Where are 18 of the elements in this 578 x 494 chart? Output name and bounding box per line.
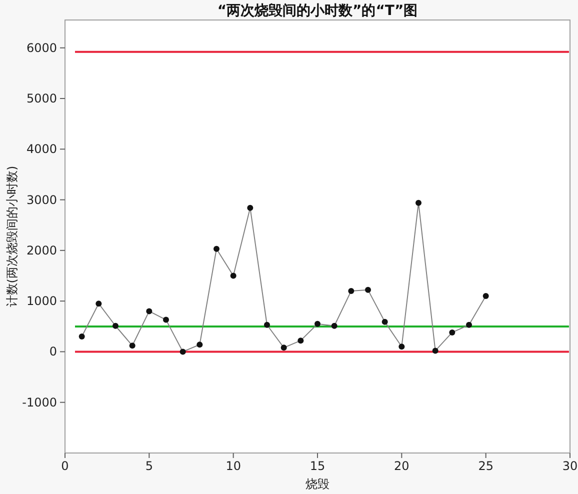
y-tick-label: 3000: [26, 192, 57, 207]
x-tick-label: 30: [562, 459, 578, 473]
x-tick-label: 25: [478, 459, 494, 473]
x-tick-label: 5: [145, 459, 153, 473]
y-tick-label: 6000: [26, 40, 57, 55]
y-tick-label: 2000: [26, 243, 57, 258]
y-tick-label: 0: [49, 344, 57, 359]
y-tick-label: 5000: [26, 91, 57, 106]
y-axis-title: 计数(两次烧毁间的小时数): [5, 166, 19, 308]
x-tick-label: 20: [394, 459, 410, 473]
chart-title: “两次烧毁间的小时数”的“T”图: [217, 3, 418, 19]
y-tick-label: -1000: [22, 395, 57, 410]
y-tick-label: 4000: [26, 142, 57, 156]
x-tick-label: 0: [61, 459, 69, 473]
y-tick-label: 1000: [26, 294, 57, 308]
x-tick-label: 15: [310, 459, 326, 473]
x-axis-title: 烧毁: [306, 477, 330, 491]
x-tick-label: 10: [226, 459, 241, 473]
